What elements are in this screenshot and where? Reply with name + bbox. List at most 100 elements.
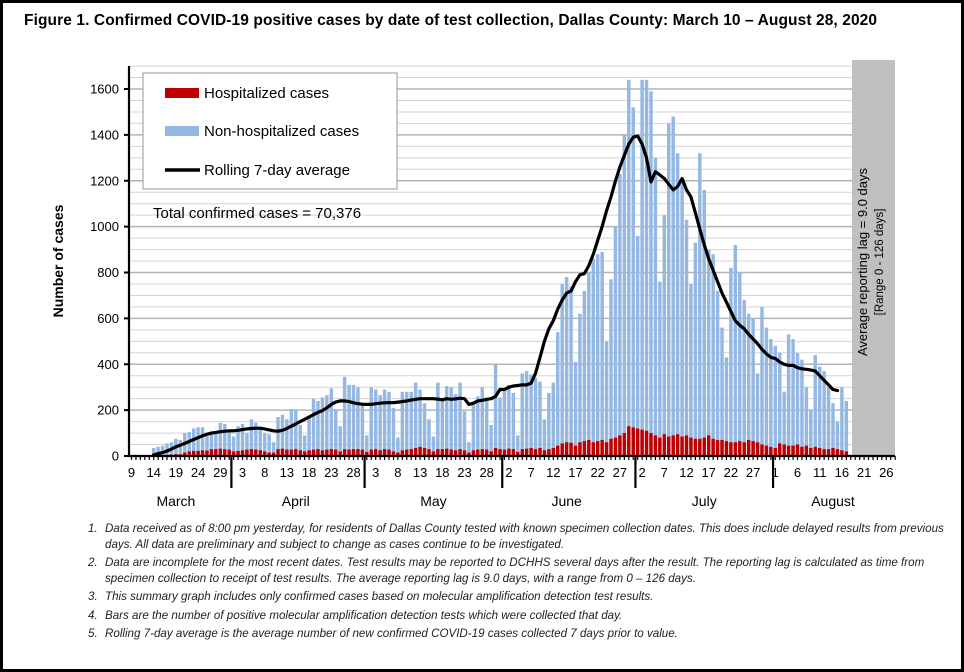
bar-hospitalized: [724, 441, 729, 456]
bar-hospitalized: [387, 449, 391, 456]
bar-hospitalized: [609, 438, 613, 456]
bar-hospitalized: [640, 429, 644, 456]
month-label: June: [551, 493, 582, 509]
bar-non-hospitalized: [769, 339, 773, 456]
bar-non-hospitalized: [462, 411, 467, 456]
bar-hospitalized: [715, 439, 720, 456]
bar-hospitalized: [662, 434, 667, 456]
footnote-number: 4.: [88, 608, 98, 622]
bar-non-hospitalized: [542, 419, 547, 456]
x-tick-label: 13: [413, 465, 427, 480]
bar-hospitalized: [431, 451, 436, 456]
x-tick-label: 29: [213, 465, 227, 480]
bar-hospitalized: [467, 452, 471, 456]
bar-hospitalized: [578, 442, 582, 456]
bar-hospitalized: [742, 442, 746, 456]
bar-hospitalized: [223, 449, 227, 456]
reporting-lag-annotation: Average reporting lag = 9.0 days: [855, 167, 870, 356]
bar-non-hospitalized: [458, 382, 462, 456]
bar-non-hospitalized: [644, 79, 649, 456]
bar-non-hospitalized: [378, 395, 382, 456]
x-tick-label: 12: [679, 465, 693, 480]
bar-non-hospitalized: [538, 381, 542, 456]
x-tick-label: 2: [505, 465, 512, 480]
footnote-number: 2.: [88, 556, 98, 569]
bar-hospitalized: [751, 441, 755, 456]
bar-hospitalized: [569, 442, 573, 456]
bar-hospitalized: [564, 442, 569, 456]
bar-non-hospitalized: [653, 157, 658, 456]
bar-hospitalized: [334, 449, 338, 456]
bar-non-hospitalized: [467, 442, 471, 456]
bar-non-hospitalized: [342, 376, 347, 456]
x-tick-label: 7: [527, 465, 534, 480]
bar-hospitalized: [280, 448, 285, 456]
bar-hospitalized: [285, 449, 289, 456]
bar-non-hospitalized: [267, 434, 271, 456]
bar-hospitalized: [733, 442, 738, 456]
x-tick-label: 18: [302, 465, 316, 480]
footnotes: 1. Data received as of 8:00 pm yesterday,…: [88, 521, 948, 645]
bar-hospitalized: [502, 449, 507, 456]
bar-non-hospitalized: [773, 345, 778, 456]
bar-hospitalized: [706, 435, 711, 456]
bar-hospitalized: [573, 445, 578, 456]
bar-non-hospitalized: [218, 422, 223, 456]
bar-hospitalized: [413, 447, 418, 456]
bar-non-hospitalized: [258, 427, 262, 456]
bar-non-hospitalized: [507, 384, 511, 456]
bar-hospitalized: [675, 434, 680, 456]
bar-hospitalized: [307, 450, 311, 456]
bar-hospitalized: [746, 439, 751, 456]
bar-hospitalized: [711, 438, 715, 456]
bar-non-hospitalized: [502, 390, 507, 456]
legend-swatch-non-hospitalized: [165, 126, 199, 136]
bar-non-hospitalized: [356, 387, 360, 456]
bar-non-hospitalized: [595, 254, 600, 456]
bar-hospitalized: [316, 449, 320, 456]
bar-non-hospitalized: [675, 153, 680, 456]
x-tick-label: 3: [239, 465, 246, 480]
y-tick-label: 600: [97, 311, 119, 326]
bar-hospitalized: [769, 446, 773, 456]
bar-hospitalized: [267, 452, 271, 456]
footnote: 1. Data received as of 8:00 pm yesterday,…: [88, 521, 948, 552]
bar-non-hospitalized: [604, 341, 609, 456]
bar-hospitalized: [835, 449, 840, 456]
bar-hospitalized: [595, 441, 600, 456]
bar-non-hospitalized: [706, 249, 711, 456]
bar-hospitalized: [826, 449, 831, 456]
bar-hospitalized: [844, 451, 849, 456]
y-tick-label: 800: [97, 265, 119, 280]
bar-non-hospitalized: [746, 313, 751, 456]
bar-non-hospitalized: [271, 442, 276, 456]
month-label: May: [420, 493, 446, 509]
bar-hospitalized: [813, 446, 817, 456]
bar-hospitalized: [453, 450, 458, 456]
bar-hospitalized: [542, 450, 547, 456]
bar-hospitalized: [773, 447, 778, 456]
bar-non-hospitalized: [817, 366, 822, 456]
bar-non-hospitalized: [214, 433, 218, 456]
bar-hospitalized: [436, 449, 440, 456]
bar-non-hospitalized: [791, 339, 795, 456]
bar-non-hospitalized: [347, 384, 351, 456]
bar-non-hospitalized: [334, 408, 338, 456]
bar-non-hospitalized: [307, 415, 311, 456]
bar-non-hospitalized: [498, 397, 502, 456]
bar-hospitalized: [342, 449, 347, 456]
bar-non-hospitalized: [436, 382, 440, 456]
bar-hospitalized: [831, 447, 835, 456]
bar-non-hospitalized: [338, 426, 342, 456]
x-tick-label: 22: [590, 465, 604, 480]
bar-hospitalized: [560, 443, 564, 456]
bar-hospitalized: [209, 449, 214, 456]
bar-hospitalized: [360, 449, 365, 456]
bar-hospitalized: [271, 452, 276, 456]
bar-non-hospitalized: [422, 403, 427, 456]
bar-non-hospitalized: [311, 398, 316, 456]
bar-non-hospitalized: [662, 215, 667, 456]
bar-hospitalized: [635, 428, 640, 456]
bar-hospitalized: [365, 451, 369, 456]
bar-non-hospitalized: [635, 235, 640, 456]
